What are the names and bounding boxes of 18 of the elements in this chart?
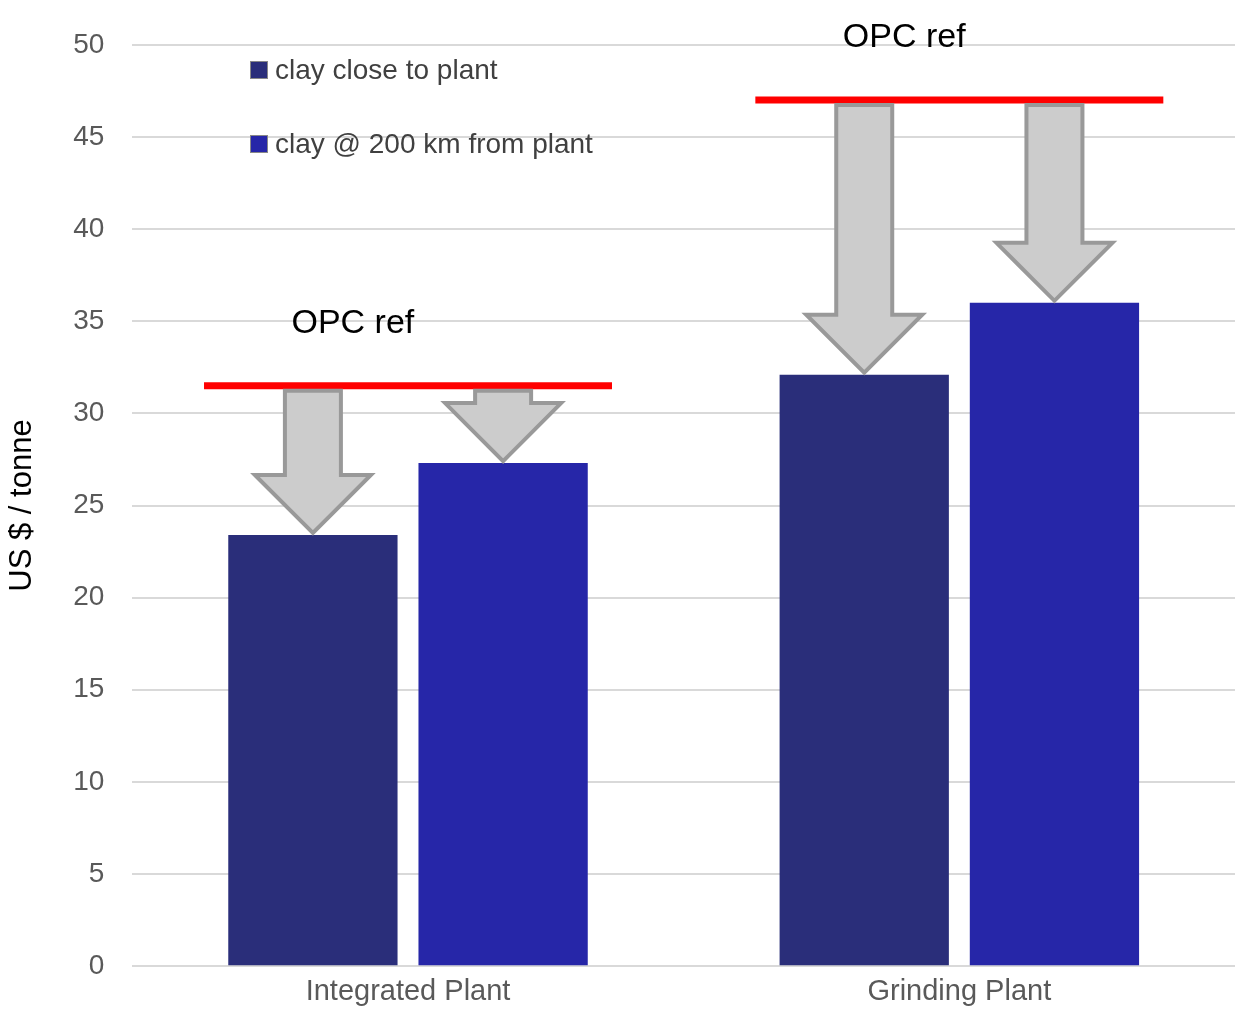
- y-tick-label: 50: [73, 27, 105, 59]
- y-tick-label: 30: [73, 396, 105, 428]
- y-tick-label: 20: [73, 580, 105, 612]
- y-tick-label: 40: [73, 211, 105, 243]
- legend-label: clay close to plant: [275, 54, 498, 86]
- x-tick-label: Integrated Plant: [305, 973, 511, 1006]
- legend-label: clay @ 200 km from plant: [275, 128, 593, 160]
- x-tick-label: Grinding Plant: [867, 973, 1052, 1006]
- ref-line-label: OPC ref: [291, 302, 415, 341]
- y-tick-label: 5: [88, 856, 105, 888]
- y-axis-title: US $ / tonne: [3, 419, 39, 592]
- y-tick-label: 10: [73, 764, 105, 796]
- y-tick-label: 35: [73, 303, 105, 335]
- y-tick-label: 45: [73, 119, 105, 151]
- ref-line-label: OPC ref: [842, 16, 967, 55]
- y-tick-label: 25: [73, 488, 105, 520]
- y-tick-label: 15: [73, 672, 105, 704]
- y-tick-label: 0: [88, 948, 105, 980]
